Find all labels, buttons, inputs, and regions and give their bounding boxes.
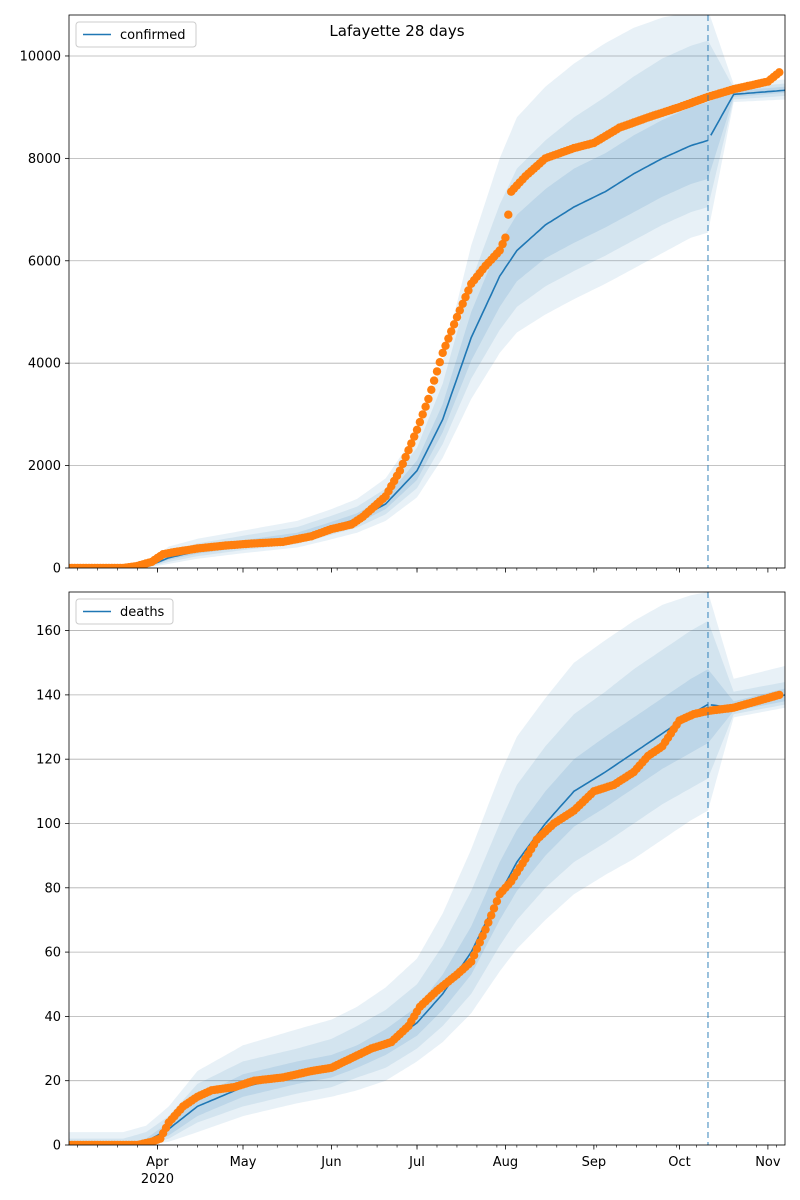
y-tick-label: 40 xyxy=(44,1010,61,1025)
figure-title: Lafayette 28 days xyxy=(329,22,464,40)
legend-label: deaths xyxy=(120,605,165,620)
plot-area xyxy=(69,15,785,568)
observed-point xyxy=(481,925,490,934)
legend-box xyxy=(75,21,197,48)
observed-point xyxy=(489,904,499,913)
y-tick-label: 160 xyxy=(36,624,61,639)
y-tick-label: 140 xyxy=(36,688,61,703)
y-tick-label: 10000 xyxy=(20,49,61,64)
observed-point xyxy=(504,210,513,219)
median-line xyxy=(69,139,709,568)
observed-point xyxy=(398,459,407,469)
y-tick-label: 2000 xyxy=(28,459,61,474)
y-tick-label: 20 xyxy=(44,1074,61,1089)
x-tick-label: Sep xyxy=(582,1155,607,1170)
observed-point xyxy=(464,286,473,295)
observed-point xyxy=(427,385,436,394)
observed-point xyxy=(455,306,464,315)
legend-box xyxy=(75,598,174,625)
y-tick-label: 6000 xyxy=(28,254,61,269)
x-tick-label: Apr xyxy=(146,1155,169,1170)
observed-point xyxy=(447,327,456,336)
observed-point xyxy=(444,334,453,343)
observed-point xyxy=(458,299,467,308)
y-tick-label: 100 xyxy=(36,817,61,832)
deaths-chart: 0 20 40 60 80 100 120 140 160 Apr 2020 May Jun Jul Aug… xyxy=(36,591,786,1187)
observed-point xyxy=(429,376,439,385)
legend-label: confirmed xyxy=(120,28,186,43)
observed-point xyxy=(478,931,487,941)
x-tick-label: Oct xyxy=(668,1155,690,1170)
y-tick-label: 60 xyxy=(44,946,61,961)
band-80 xyxy=(69,40,785,568)
y-tick-label: 120 xyxy=(36,753,61,768)
observed-point xyxy=(469,951,479,960)
observed-point xyxy=(418,410,427,419)
observed-point xyxy=(467,957,476,966)
legend: confirmed xyxy=(75,21,197,48)
observed-point xyxy=(412,425,422,434)
axes-frame xyxy=(68,591,786,1146)
observed-point xyxy=(449,320,459,329)
legend: deaths xyxy=(75,598,174,625)
band-95 xyxy=(69,15,785,568)
y-tick-label: 80 xyxy=(44,881,61,896)
y-tick-label: 0 xyxy=(53,1139,61,1154)
observed-point xyxy=(407,439,416,448)
observed-point xyxy=(438,348,447,358)
x-tick-label: Nov xyxy=(755,1155,781,1170)
plot-area xyxy=(69,592,785,1145)
band-80 xyxy=(69,620,785,1145)
observed-point xyxy=(395,466,405,475)
observed-point xyxy=(461,292,470,302)
observed-point xyxy=(487,911,496,920)
observed-point xyxy=(435,358,444,367)
observed-point xyxy=(441,341,450,350)
observed-point xyxy=(424,394,433,404)
observed-point xyxy=(452,312,462,322)
observed-point xyxy=(404,446,413,455)
y-tick-label: 0 xyxy=(53,562,61,577)
y-tick-label: 8000 xyxy=(28,152,61,167)
observed-point xyxy=(775,690,784,700)
confirmed-chart: 0 2000 4000 6000 8000 10000 confirmed xyxy=(20,14,786,577)
observed-point xyxy=(410,432,419,441)
observed-point xyxy=(472,944,482,954)
band-50 xyxy=(69,86,785,568)
observed-point xyxy=(475,938,484,947)
axes-frame xyxy=(68,14,786,569)
x-tick-label: May xyxy=(230,1155,257,1170)
x-tick-label: Jun xyxy=(320,1155,341,1170)
observed-point xyxy=(775,68,784,77)
observed-point xyxy=(484,918,493,927)
y-tick-label: 4000 xyxy=(28,357,61,372)
x-tick-label: Aug xyxy=(493,1155,518,1170)
observed-point xyxy=(421,402,430,411)
median-line-forecast xyxy=(710,89,785,136)
x-tick-label: Jul xyxy=(408,1155,425,1170)
observed-point xyxy=(432,367,442,376)
observed-point xyxy=(492,897,502,906)
x-tick-sublabel: 2020 xyxy=(141,1172,174,1187)
observed-point xyxy=(415,417,425,427)
observed-point xyxy=(501,233,510,242)
observed-point xyxy=(401,452,410,462)
observed-point xyxy=(498,239,507,249)
band-95 xyxy=(69,592,785,1145)
observed-point xyxy=(495,246,504,255)
